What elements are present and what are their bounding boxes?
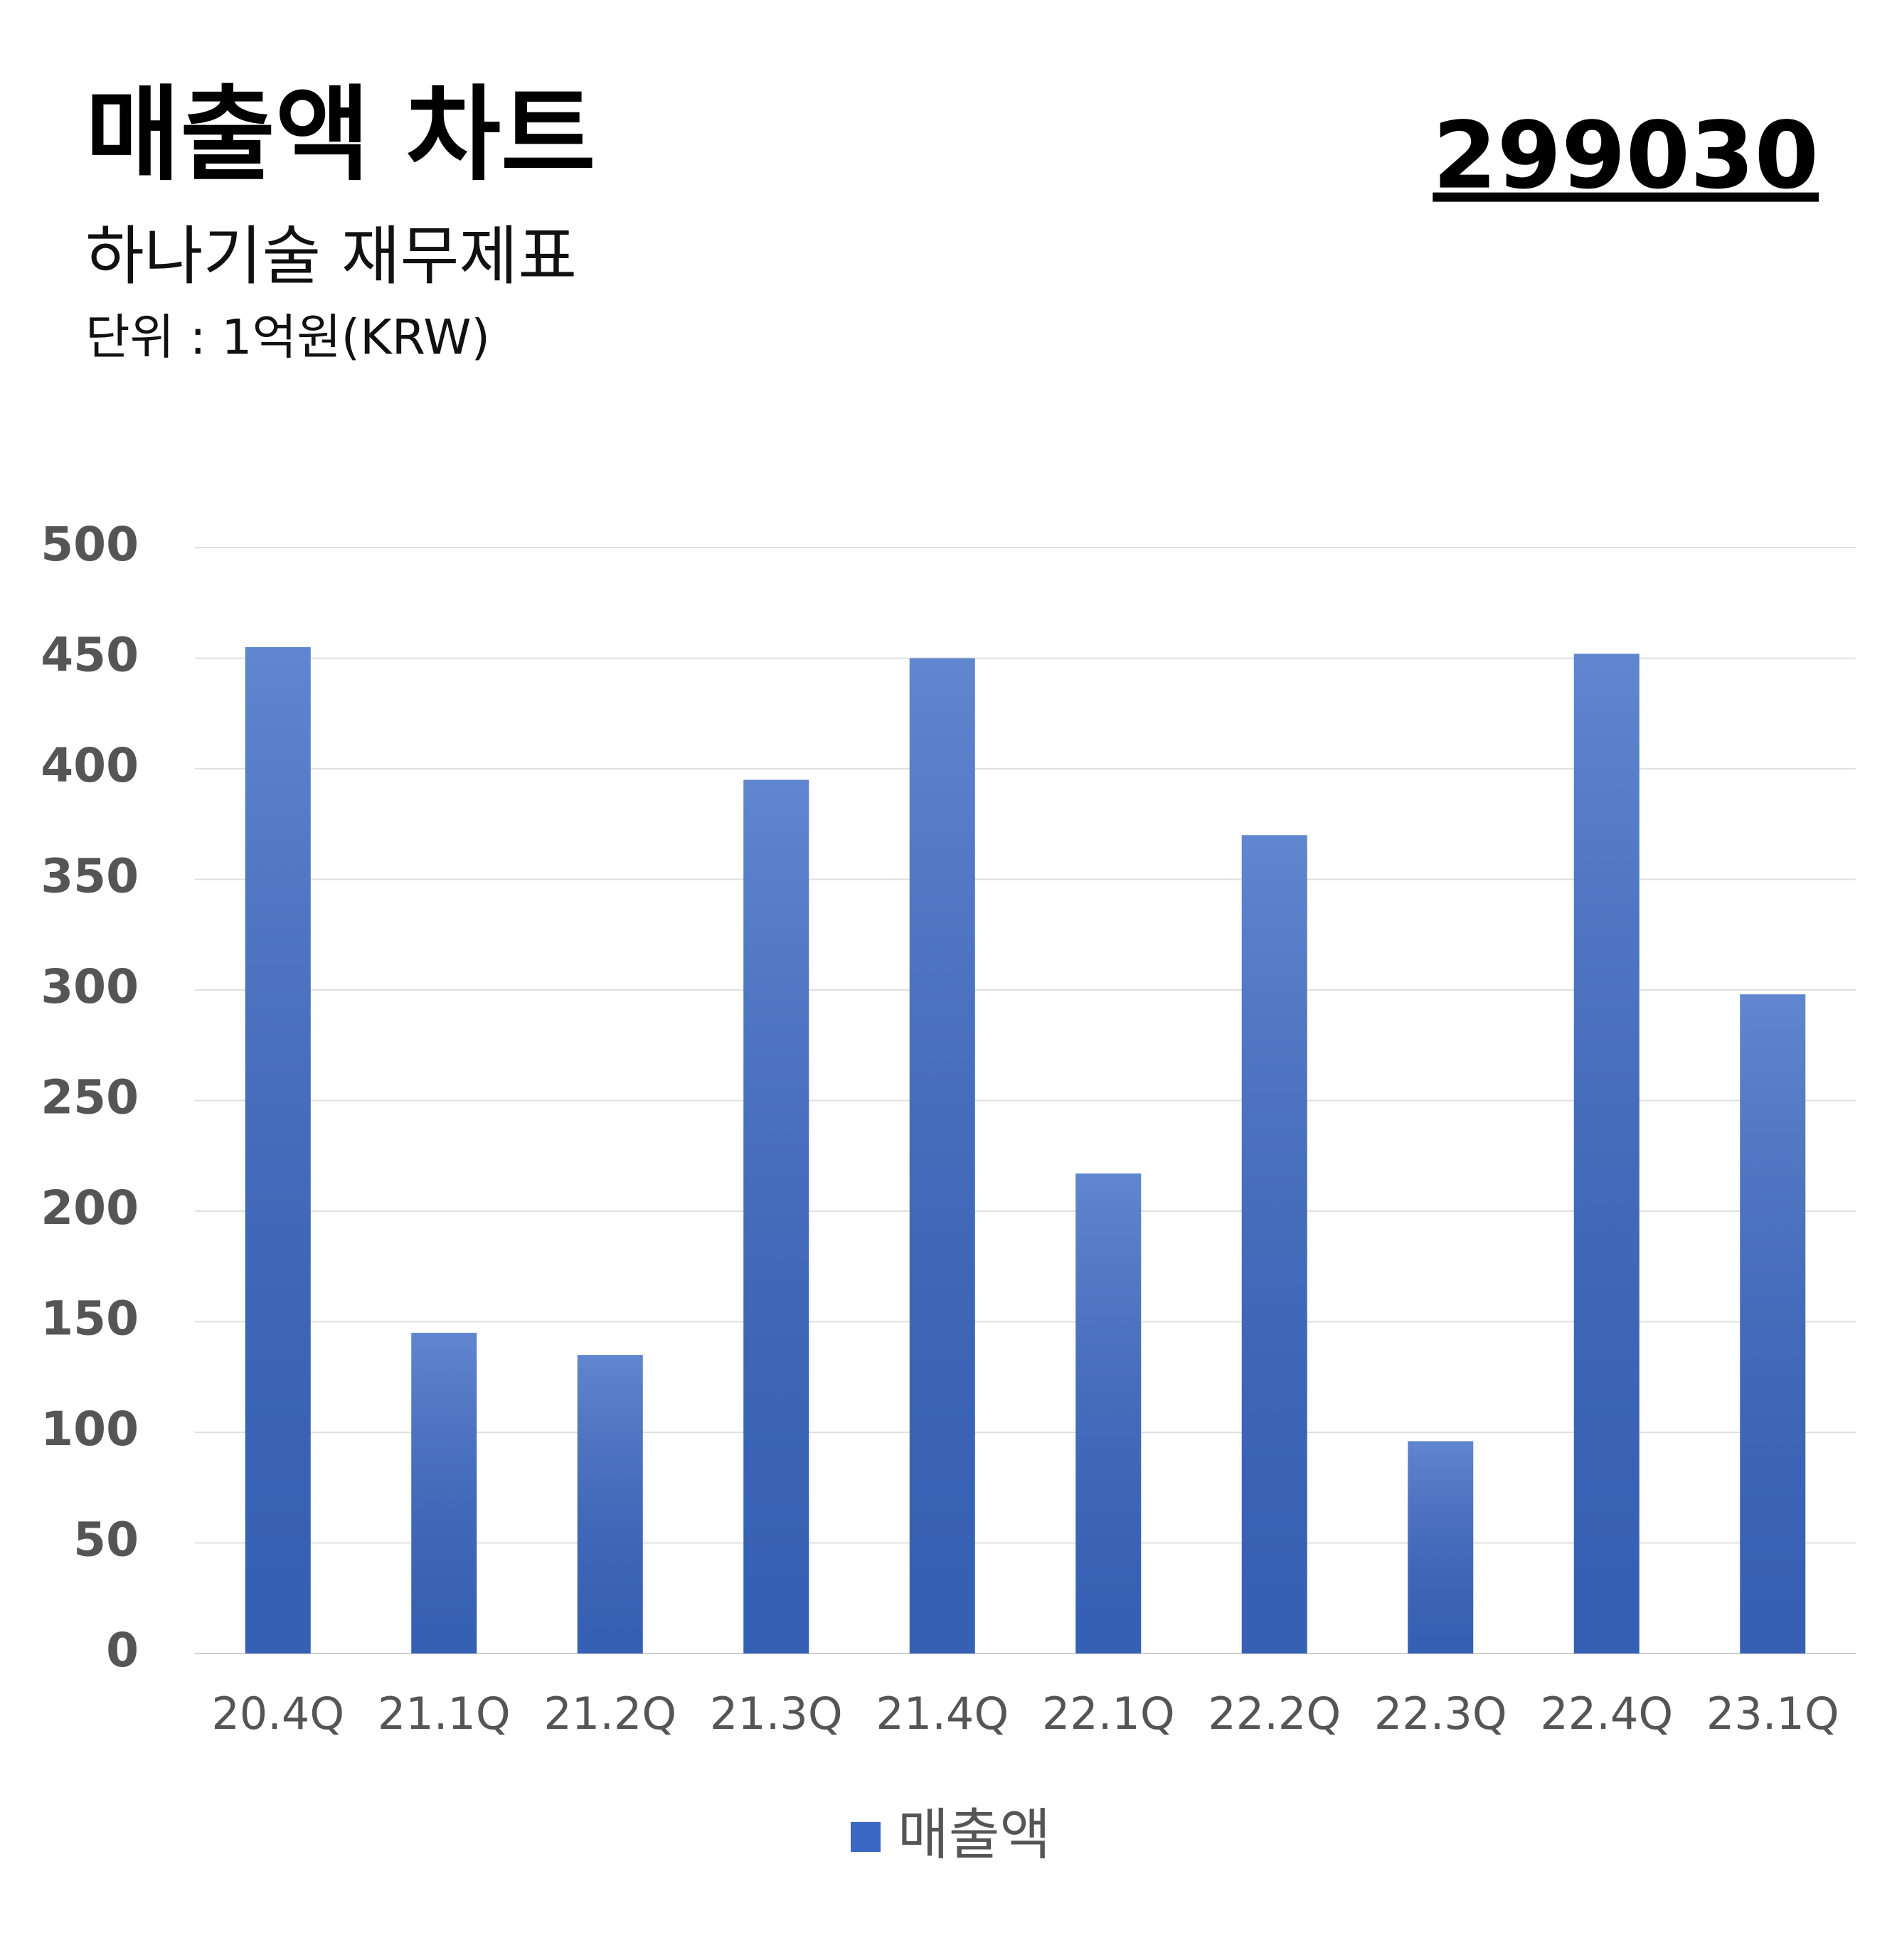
x-tick-label: 23.1Q bbox=[1706, 1688, 1839, 1740]
y-tick-label: 50 bbox=[73, 1513, 139, 1567]
y-tick-label: 200 bbox=[41, 1181, 139, 1235]
bar-shade bbox=[1241, 835, 1307, 1653]
y-tick-label: 150 bbox=[41, 1291, 139, 1346]
y-tick-label: 350 bbox=[41, 849, 139, 904]
x-tick-label: 22.4Q bbox=[1540, 1688, 1673, 1740]
bar-shade bbox=[245, 646, 311, 1654]
y-tick-label: 250 bbox=[41, 1070, 139, 1125]
y-tick-label: 450 bbox=[41, 628, 139, 683]
bar-shade bbox=[577, 1355, 643, 1653]
y-tick-label: 400 bbox=[41, 738, 139, 793]
x-tick-label: 20.4Q bbox=[211, 1688, 344, 1740]
legend-label: 매출액 bbox=[898, 1803, 1051, 1867]
x-tick-label: 21.1Q bbox=[378, 1688, 511, 1740]
x-tick-label: 22.1Q bbox=[1042, 1688, 1175, 1740]
bar-shade bbox=[1740, 994, 1806, 1653]
bar-shade bbox=[1075, 1173, 1142, 1653]
y-tick-label: 100 bbox=[41, 1402, 139, 1456]
x-tick-label: 21.2Q bbox=[543, 1688, 676, 1740]
chart-title: 매출액 차트 bbox=[85, 75, 595, 196]
chart-subtitle: 하나기술 재무제표 bbox=[85, 219, 577, 294]
x-tick-label: 21.3Q bbox=[710, 1688, 843, 1740]
y-tick-label: 0 bbox=[106, 1623, 139, 1678]
bar-shade bbox=[411, 1333, 477, 1653]
x-tick-label: 22.2Q bbox=[1208, 1688, 1341, 1740]
y-tick-label: 500 bbox=[41, 517, 139, 572]
bar-shade bbox=[1573, 654, 1640, 1653]
bar-shade bbox=[743, 779, 809, 1653]
bar-shade bbox=[1408, 1441, 1474, 1653]
stock-code: 299030 bbox=[1433, 102, 1819, 210]
y-tick-label: 300 bbox=[41, 959, 139, 1014]
x-tick-label: 21.4Q bbox=[876, 1688, 1009, 1740]
legend-swatch bbox=[851, 1822, 881, 1852]
bar-shade bbox=[909, 658, 975, 1653]
x-tick-label: 22.3Q bbox=[1374, 1688, 1507, 1740]
unit-label: 단위 : 1억원(KRW) bbox=[85, 310, 490, 366]
